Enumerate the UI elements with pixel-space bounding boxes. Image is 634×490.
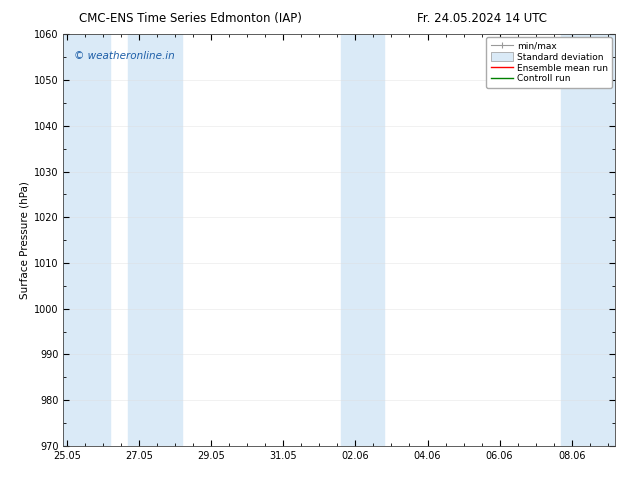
Text: Fr. 24.05.2024 14 UTC: Fr. 24.05.2024 14 UTC xyxy=(417,12,547,25)
Legend: min/max, Standard deviation, Ensemble mean run, Controll run: min/max, Standard deviation, Ensemble me… xyxy=(486,37,612,88)
Y-axis label: Surface Pressure (hPa): Surface Pressure (hPa) xyxy=(20,181,30,299)
Bar xyxy=(561,34,615,446)
Text: © weatheronline.in: © weatheronline.in xyxy=(74,51,175,61)
Bar xyxy=(341,34,384,446)
Text: CMC-ENS Time Series Edmonton (IAP): CMC-ENS Time Series Edmonton (IAP) xyxy=(79,12,302,25)
Bar xyxy=(128,34,183,446)
Bar xyxy=(63,34,110,446)
